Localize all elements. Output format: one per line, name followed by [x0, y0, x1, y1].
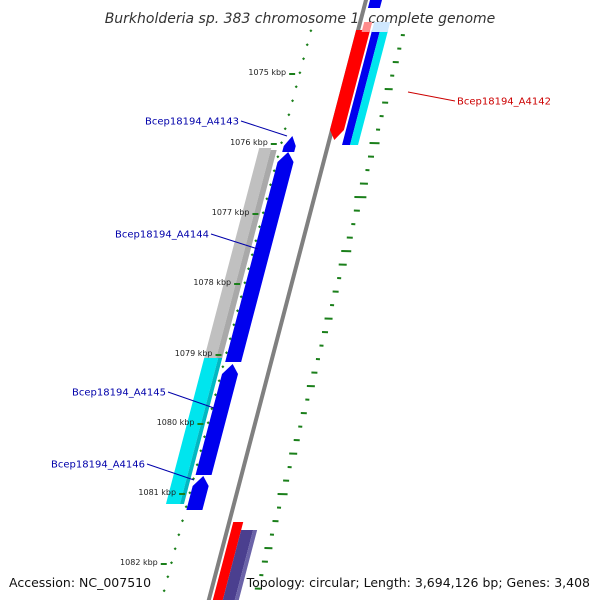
- gene-A4145-arrow: [195, 364, 239, 475]
- gene-label: Bcep18194_A4142: [457, 97, 551, 108]
- skew-dot: [250, 253, 254, 257]
- gene-A4142-gc-band: [350, 30, 389, 145]
- gene-A4142-light-cap: [371, 22, 391, 32]
- gene-label: Bcep18194_A4145: [72, 388, 166, 399]
- skew-dot: [239, 295, 243, 299]
- skew-dot: [258, 225, 262, 229]
- skew-dot: [177, 533, 181, 537]
- skew-dot: [261, 211, 265, 215]
- skew-dot: [294, 85, 298, 89]
- top-fwd-stub-blue: [367, 0, 382, 8]
- gene-A4142-blue-band: [342, 30, 381, 145]
- tick-label: 1077 kbp: [212, 208, 250, 217]
- skew-dot: [169, 561, 174, 565]
- gc-cyan-shadow: [179, 358, 223, 504]
- skew-dot: [202, 435, 207, 439]
- skew-dot: [280, 141, 284, 145]
- gc-gray-band: [204, 148, 272, 358]
- skew-dot: [254, 239, 258, 243]
- skew-dot: [287, 113, 291, 117]
- gene-A4144-arrow: [225, 152, 294, 362]
- skew-dot: [162, 589, 166, 593]
- skew-dot: [232, 323, 236, 327]
- tick-label: 1079 kbp: [175, 349, 213, 358]
- skew-dot: [228, 337, 232, 341]
- bottom-purple-band: [222, 530, 254, 600]
- skew-dot: [213, 393, 218, 397]
- callout-line: [167, 391, 215, 409]
- skew-dot: [210, 407, 214, 411]
- skew-dot: [272, 169, 276, 173]
- gene-A4142-red-arrow: [329, 30, 371, 140]
- callout-line: [210, 233, 259, 250]
- skew-dot: [206, 421, 210, 425]
- gene-A4146-arrow: [186, 476, 209, 510]
- tick-label: 1081 kbp: [138, 488, 176, 497]
- skew-dot: [166, 575, 170, 579]
- gene-callouts: Bcep18194_A4142 Bcep18194_A4143 Bcep18194_…: [51, 91, 551, 481]
- skew-dot: [247, 267, 251, 271]
- callout-line: [146, 463, 195, 481]
- gene-A4142-pink-cap: [361, 22, 373, 32]
- bottom-red-band: [212, 522, 244, 600]
- gene-label: Bcep18194_A4143: [145, 117, 239, 128]
- skew-dot: [184, 505, 188, 509]
- skew-dot: [291, 99, 295, 103]
- skew-dot: [195, 463, 199, 467]
- map-title: Burkholderia sp. 383 chromosome 1, compl…: [105, 11, 496, 27]
- skew-dot: [276, 155, 280, 159]
- bottom-purple-edge: [234, 530, 258, 600]
- callout-line: [240, 120, 288, 137]
- accession-text: Accession: NC_007510: [9, 575, 151, 590]
- gc-skew-tracks: [162, 29, 405, 593]
- skew-dot: [199, 449, 203, 453]
- tick-label: 1076 kbp: [230, 138, 268, 147]
- gc-gray-shadow: [216, 150, 277, 358]
- tick-label: 1075 kbp: [248, 68, 286, 77]
- skew-dot: [217, 379, 221, 383]
- skew-dot: [298, 71, 302, 75]
- feature-rings: [165, 0, 391, 600]
- skew-dot: [180, 519, 185, 523]
- callout-line: [407, 91, 456, 102]
- tick-label: 1082 kbp: [120, 558, 158, 567]
- skew-dot: [283, 127, 287, 131]
- skew-dot: [269, 183, 273, 187]
- skew-dot: [265, 197, 269, 201]
- skew-dot: [221, 365, 225, 369]
- tick-label: 1078 kbp: [193, 278, 231, 287]
- skew-dot: [191, 477, 196, 481]
- skew-dot: [188, 491, 192, 495]
- gene-label: Bcep18194_A4146: [51, 460, 145, 471]
- gc-cyan-band: [165, 358, 219, 504]
- summary-text: Topology: circular; Length: 3,694,126 bp…: [246, 575, 590, 590]
- gene-label: Bcep18194_A4144: [115, 230, 209, 241]
- skew-dot: [302, 57, 306, 61]
- skew-dot: [305, 43, 309, 47]
- skew-dot: [224, 351, 229, 355]
- skew-dot: [309, 29, 313, 33]
- skew-dot: [236, 309, 240, 313]
- tick-label: 1080 kbp: [157, 418, 195, 427]
- skew-dot: [243, 281, 247, 285]
- gene-A4143-arrow: [282, 136, 296, 152]
- skew-dot: [173, 547, 177, 551]
- scale-ticks: 1075 kbp 1076 kbp 1077 kbp 1078 kbp 1079 kbp…: [120, 68, 296, 567]
